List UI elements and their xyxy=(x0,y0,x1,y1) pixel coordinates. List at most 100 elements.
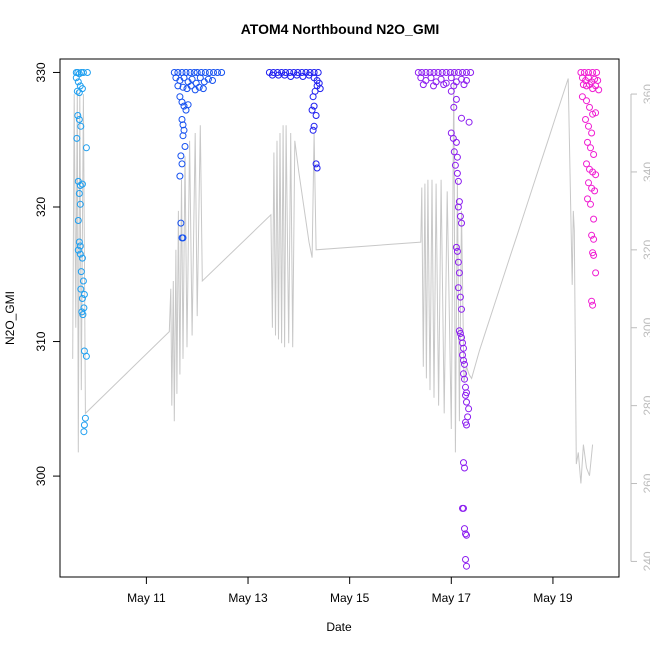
data-point xyxy=(589,301,597,309)
secondary-y-axis: 240 260 280 300 320 340 360 xyxy=(630,84,650,571)
data-point xyxy=(461,525,468,533)
data-point xyxy=(180,74,188,82)
data-point xyxy=(78,180,86,188)
data-point xyxy=(452,243,460,251)
data-point xyxy=(74,246,82,254)
data-point xyxy=(587,200,594,208)
data-point xyxy=(76,200,84,208)
data-point xyxy=(465,405,473,413)
data-point xyxy=(458,219,465,227)
y-axis-label: N2O_GMI xyxy=(3,291,17,345)
y-tick-label: 330 xyxy=(34,62,48,82)
data-point xyxy=(588,129,596,137)
data-point xyxy=(460,504,467,512)
data-point xyxy=(451,161,459,169)
data-point xyxy=(453,153,461,161)
data-point xyxy=(454,203,462,211)
data-point xyxy=(592,171,600,179)
data-point xyxy=(450,103,458,111)
series-2 xyxy=(170,69,226,242)
data-point xyxy=(593,69,601,76)
data-point xyxy=(75,238,83,246)
y2-tick-label: 240 xyxy=(641,551,650,571)
secondary-line-layer xyxy=(72,70,594,484)
data-point xyxy=(434,69,442,76)
data-point xyxy=(459,69,466,76)
data-point xyxy=(205,69,213,76)
data-point xyxy=(460,81,468,89)
data-point xyxy=(190,69,198,76)
data-point xyxy=(199,85,207,93)
data-point xyxy=(458,305,465,313)
data-point xyxy=(592,109,600,117)
data-point xyxy=(74,112,82,119)
data-point xyxy=(450,69,458,76)
data-point xyxy=(454,258,462,266)
data-point xyxy=(458,114,465,122)
data-point xyxy=(585,122,592,130)
data-point xyxy=(218,69,226,76)
data-point xyxy=(585,179,592,187)
data-point xyxy=(174,82,182,90)
data-point xyxy=(310,122,318,130)
data-point xyxy=(591,75,599,83)
data-point xyxy=(80,291,88,298)
data-point xyxy=(72,74,80,82)
data-point xyxy=(585,69,592,76)
data-point xyxy=(204,75,212,83)
data-point xyxy=(587,144,594,152)
data-point xyxy=(456,212,464,220)
data-point xyxy=(460,356,467,364)
data-point xyxy=(83,69,91,76)
data-point xyxy=(461,464,468,472)
data-point xyxy=(79,69,87,76)
data-point xyxy=(312,160,320,168)
x-axis: May 11 May 13 May 15 May 17 May 19 xyxy=(127,577,573,605)
data-point xyxy=(186,69,194,76)
data-point xyxy=(179,83,187,91)
series-3 xyxy=(265,69,324,172)
data-point xyxy=(177,219,185,227)
data-point xyxy=(590,151,598,158)
data-point xyxy=(81,414,89,422)
secondary-series-line xyxy=(72,70,594,484)
data-point xyxy=(309,93,317,101)
data-point xyxy=(456,293,464,301)
data-point xyxy=(76,250,84,258)
data-point xyxy=(209,77,216,84)
data-point xyxy=(454,69,462,76)
data-point xyxy=(430,82,437,90)
data-point xyxy=(180,102,188,110)
data-point xyxy=(73,87,81,95)
series-1 xyxy=(72,69,91,436)
y2-tick-label: 360 xyxy=(641,84,650,104)
data-point xyxy=(76,242,84,250)
x-axis-label: Date xyxy=(326,620,352,634)
data-point xyxy=(590,251,598,259)
data-point xyxy=(454,177,462,185)
x-tick-label: May 17 xyxy=(432,591,472,605)
chart-title: ATOM4 Northbound N2O_GMI xyxy=(241,21,440,37)
data-point xyxy=(447,87,455,95)
data-point xyxy=(453,169,461,177)
data-point xyxy=(310,102,318,110)
data-point xyxy=(437,75,445,83)
data-point xyxy=(461,360,468,368)
data-point xyxy=(77,285,85,293)
data-point xyxy=(452,95,460,103)
data-point xyxy=(176,172,184,180)
data-point xyxy=(438,69,446,76)
data-point xyxy=(187,82,195,90)
data-point xyxy=(309,126,317,134)
data-point xyxy=(197,69,205,76)
data-point xyxy=(427,74,435,82)
series-4 xyxy=(414,69,475,570)
data-point xyxy=(79,311,87,319)
data-point xyxy=(418,69,426,76)
data-point xyxy=(452,138,460,146)
data-point xyxy=(77,122,85,130)
data-point xyxy=(467,69,475,76)
data-point xyxy=(178,160,186,168)
data-point xyxy=(193,69,201,76)
